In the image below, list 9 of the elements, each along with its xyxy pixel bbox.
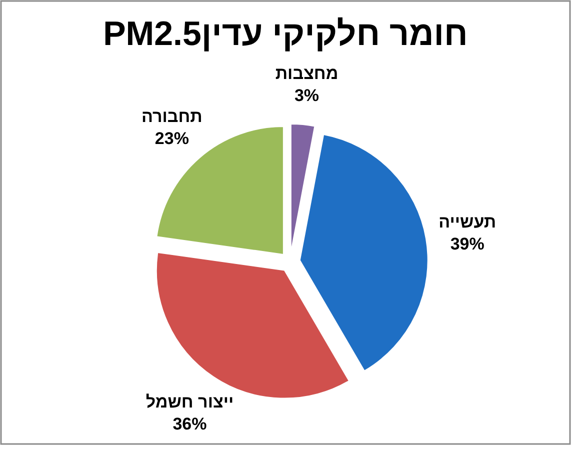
slice-label: תחבורה	[141, 107, 202, 126]
chart-title: חומר חלקיקי עדיןPM2.5	[103, 15, 468, 53]
slice-label: מחצבות	[275, 64, 338, 83]
data-label: 3%	[294, 86, 320, 105]
data-label: 36%	[172, 414, 207, 434]
slice-label: תעשייה	[438, 212, 496, 232]
data-label: 39%	[450, 234, 484, 254]
data-label: 23%	[154, 129, 189, 148]
slice-label: ייצור חשמל	[146, 392, 234, 412]
